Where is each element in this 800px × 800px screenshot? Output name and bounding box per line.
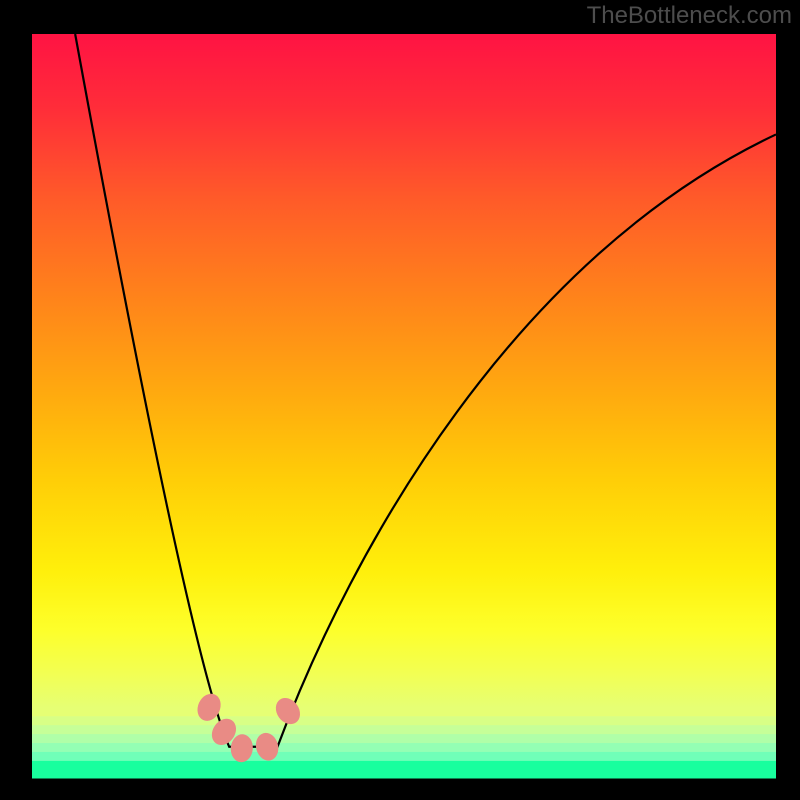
gradient-band: [32, 707, 776, 716]
gradient-band: [32, 725, 776, 734]
chart-svg: [0, 0, 800, 800]
gradient-band: [32, 743, 776, 752]
chart-container: TheBottleneck.com: [0, 0, 800, 800]
attribution-text: TheBottleneck.com: [587, 2, 792, 30]
gradient-band: [32, 734, 776, 743]
gradient-band: [32, 716, 776, 725]
plot-area: [32, 34, 776, 778]
gradient-bands: [32, 707, 776, 778]
gradient-band: [32, 752, 776, 761]
gradient-band: [32, 761, 776, 779]
